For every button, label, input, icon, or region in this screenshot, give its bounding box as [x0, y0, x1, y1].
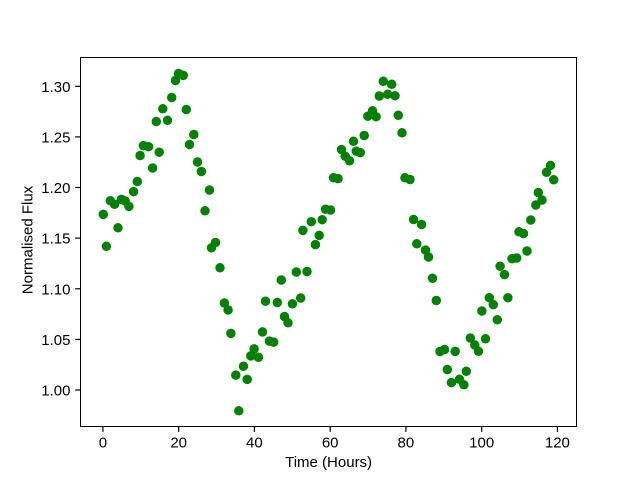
- svg-text:1.25: 1.25: [41, 129, 70, 146]
- svg-text:1.15: 1.15: [41, 231, 70, 248]
- svg-text:40: 40: [246, 435, 263, 452]
- svg-text:Normalised Flux: Normalised Flux: [20, 185, 37, 294]
- svg-text:80: 80: [398, 435, 415, 452]
- svg-text:Time (Hours): Time (Hours): [285, 454, 372, 471]
- svg-text:20: 20: [170, 435, 187, 452]
- svg-text:0: 0: [99, 435, 107, 452]
- svg-text:60: 60: [322, 435, 339, 452]
- svg-text:1.00: 1.00: [41, 382, 70, 399]
- svg-text:1.20: 1.20: [41, 180, 70, 197]
- svg-text:1.30: 1.30: [41, 79, 70, 96]
- svg-text:1.10: 1.10: [41, 281, 70, 298]
- svg-text:1.05: 1.05: [41, 332, 70, 349]
- svg-text:100: 100: [469, 435, 494, 452]
- svg-text:120: 120: [545, 435, 570, 452]
